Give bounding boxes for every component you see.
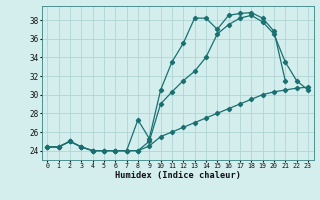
X-axis label: Humidex (Indice chaleur): Humidex (Indice chaleur) <box>115 171 241 180</box>
